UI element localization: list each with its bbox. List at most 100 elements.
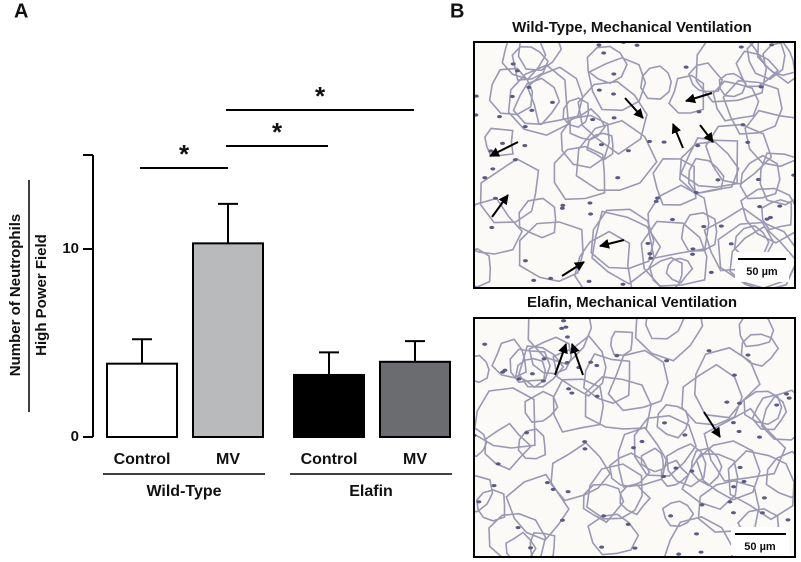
- y-axis-label: Number of Neutrophils: [7, 214, 24, 377]
- significance-star: *: [272, 117, 283, 147]
- alveolus: [475, 354, 490, 384]
- nucleus: [548, 276, 554, 280]
- alveolus: [475, 428, 488, 458]
- nucleus: [683, 65, 689, 69]
- nucleus: [757, 205, 763, 209]
- alveolus: [550, 441, 611, 502]
- alveolus: [762, 43, 794, 77]
- panel-label: A: [14, 0, 28, 22]
- nucleus: [611, 92, 617, 96]
- nucleus: [611, 72, 617, 76]
- x-tick-label: MV: [403, 451, 427, 468]
- nucleus: [738, 45, 744, 49]
- alveolus: [505, 531, 537, 556]
- nucleus: [694, 532, 700, 536]
- alveolus: [509, 348, 551, 384]
- alveolus: [607, 349, 669, 412]
- nucleus: [489, 225, 495, 230]
- alveolus: [681, 363, 743, 426]
- alveolus: [693, 346, 761, 419]
- nucleus: [740, 123, 746, 127]
- alveolus: [740, 187, 794, 244]
- nucleus: [764, 217, 770, 221]
- alveolus: [640, 447, 665, 473]
- alveolus: [678, 140, 740, 195]
- nucleus: [587, 201, 593, 205]
- nucleus: [590, 117, 596, 122]
- alveolus: [479, 157, 540, 224]
- nucleus: [559, 326, 565, 331]
- alveolus: [552, 378, 605, 433]
- micrograph-title: Wild-Type, Mechanical Ventilation: [512, 19, 752, 36]
- nucleus: [727, 500, 733, 504]
- nucleus: [755, 177, 761, 182]
- alveolus: [756, 43, 794, 84]
- nucleus: [690, 247, 696, 251]
- alveolus: [475, 197, 524, 255]
- alveolus: [517, 43, 563, 72]
- nucleus: [706, 349, 712, 353]
- nucleus: [594, 363, 600, 368]
- nucleus: [550, 487, 556, 492]
- nucleus: [625, 522, 631, 526]
- x-tick-label: MV: [216, 451, 240, 468]
- tissue: [475, 319, 794, 556]
- nucleus: [495, 462, 501, 466]
- alveolus: [722, 79, 783, 135]
- panel-label: B: [450, 0, 464, 22]
- alveolus: [738, 319, 775, 348]
- nucleus: [582, 440, 588, 444]
- alveolus: [552, 334, 607, 397]
- group-label: Elafin: [349, 483, 393, 500]
- nucleus: [653, 199, 659, 203]
- scale-bg: [735, 252, 789, 282]
- alveolus: [660, 459, 690, 488]
- scale-bg: [731, 527, 789, 555]
- nucleus: [682, 433, 688, 437]
- nucleus: [759, 511, 765, 515]
- bar: [379, 360, 451, 438]
- nucleus: [497, 115, 503, 119]
- nucleus: [736, 429, 742, 434]
- alveolus: [586, 45, 628, 85]
- alveolus: [765, 450, 794, 499]
- nucleus: [676, 552, 682, 556]
- nucleus: [639, 439, 645, 444]
- bar-chart: Number of Neutrophils High Power Field 0…: [7, 81, 452, 500]
- alveolus: [586, 463, 643, 520]
- nucleus: [476, 500, 482, 504]
- nucleus: [599, 545, 605, 549]
- nucleus: [741, 479, 747, 484]
- nucleus: [736, 401, 742, 405]
- alveolus: [524, 390, 559, 423]
- nucleus: [730, 421, 736, 425]
- nucleus: [631, 446, 637, 450]
- nucleus: [594, 394, 600, 398]
- nucleus: [540, 379, 546, 383]
- alveolus: [687, 62, 724, 93]
- alveolus: [729, 225, 794, 287]
- alveolus: [586, 132, 614, 161]
- nucleus: [786, 396, 792, 400]
- nucleus: [661, 140, 667, 144]
- nucleus: [482, 176, 488, 180]
- nucleus: [569, 391, 575, 395]
- nucleus: [475, 113, 479, 117]
- nucleus: [488, 149, 494, 153]
- y-axis-label: High Power Field: [33, 234, 50, 356]
- alveolus: [704, 123, 773, 185]
- nucleus: [531, 278, 537, 282]
- scale-label: 50 µm: [746, 266, 778, 278]
- nucleus: [565, 490, 571, 494]
- nucleus: [561, 319, 567, 323]
- nucleus: [509, 94, 515, 99]
- alveolus: [760, 198, 793, 231]
- arrows: [489, 92, 714, 277]
- micrograph: Elafin, Mechanical Ventilation 50 µm: [473, 294, 796, 558]
- nucleus: [724, 400, 730, 404]
- alveolus: [577, 80, 648, 155]
- bar: [192, 242, 264, 438]
- alveolus: [475, 475, 494, 513]
- alveolus: [609, 330, 634, 357]
